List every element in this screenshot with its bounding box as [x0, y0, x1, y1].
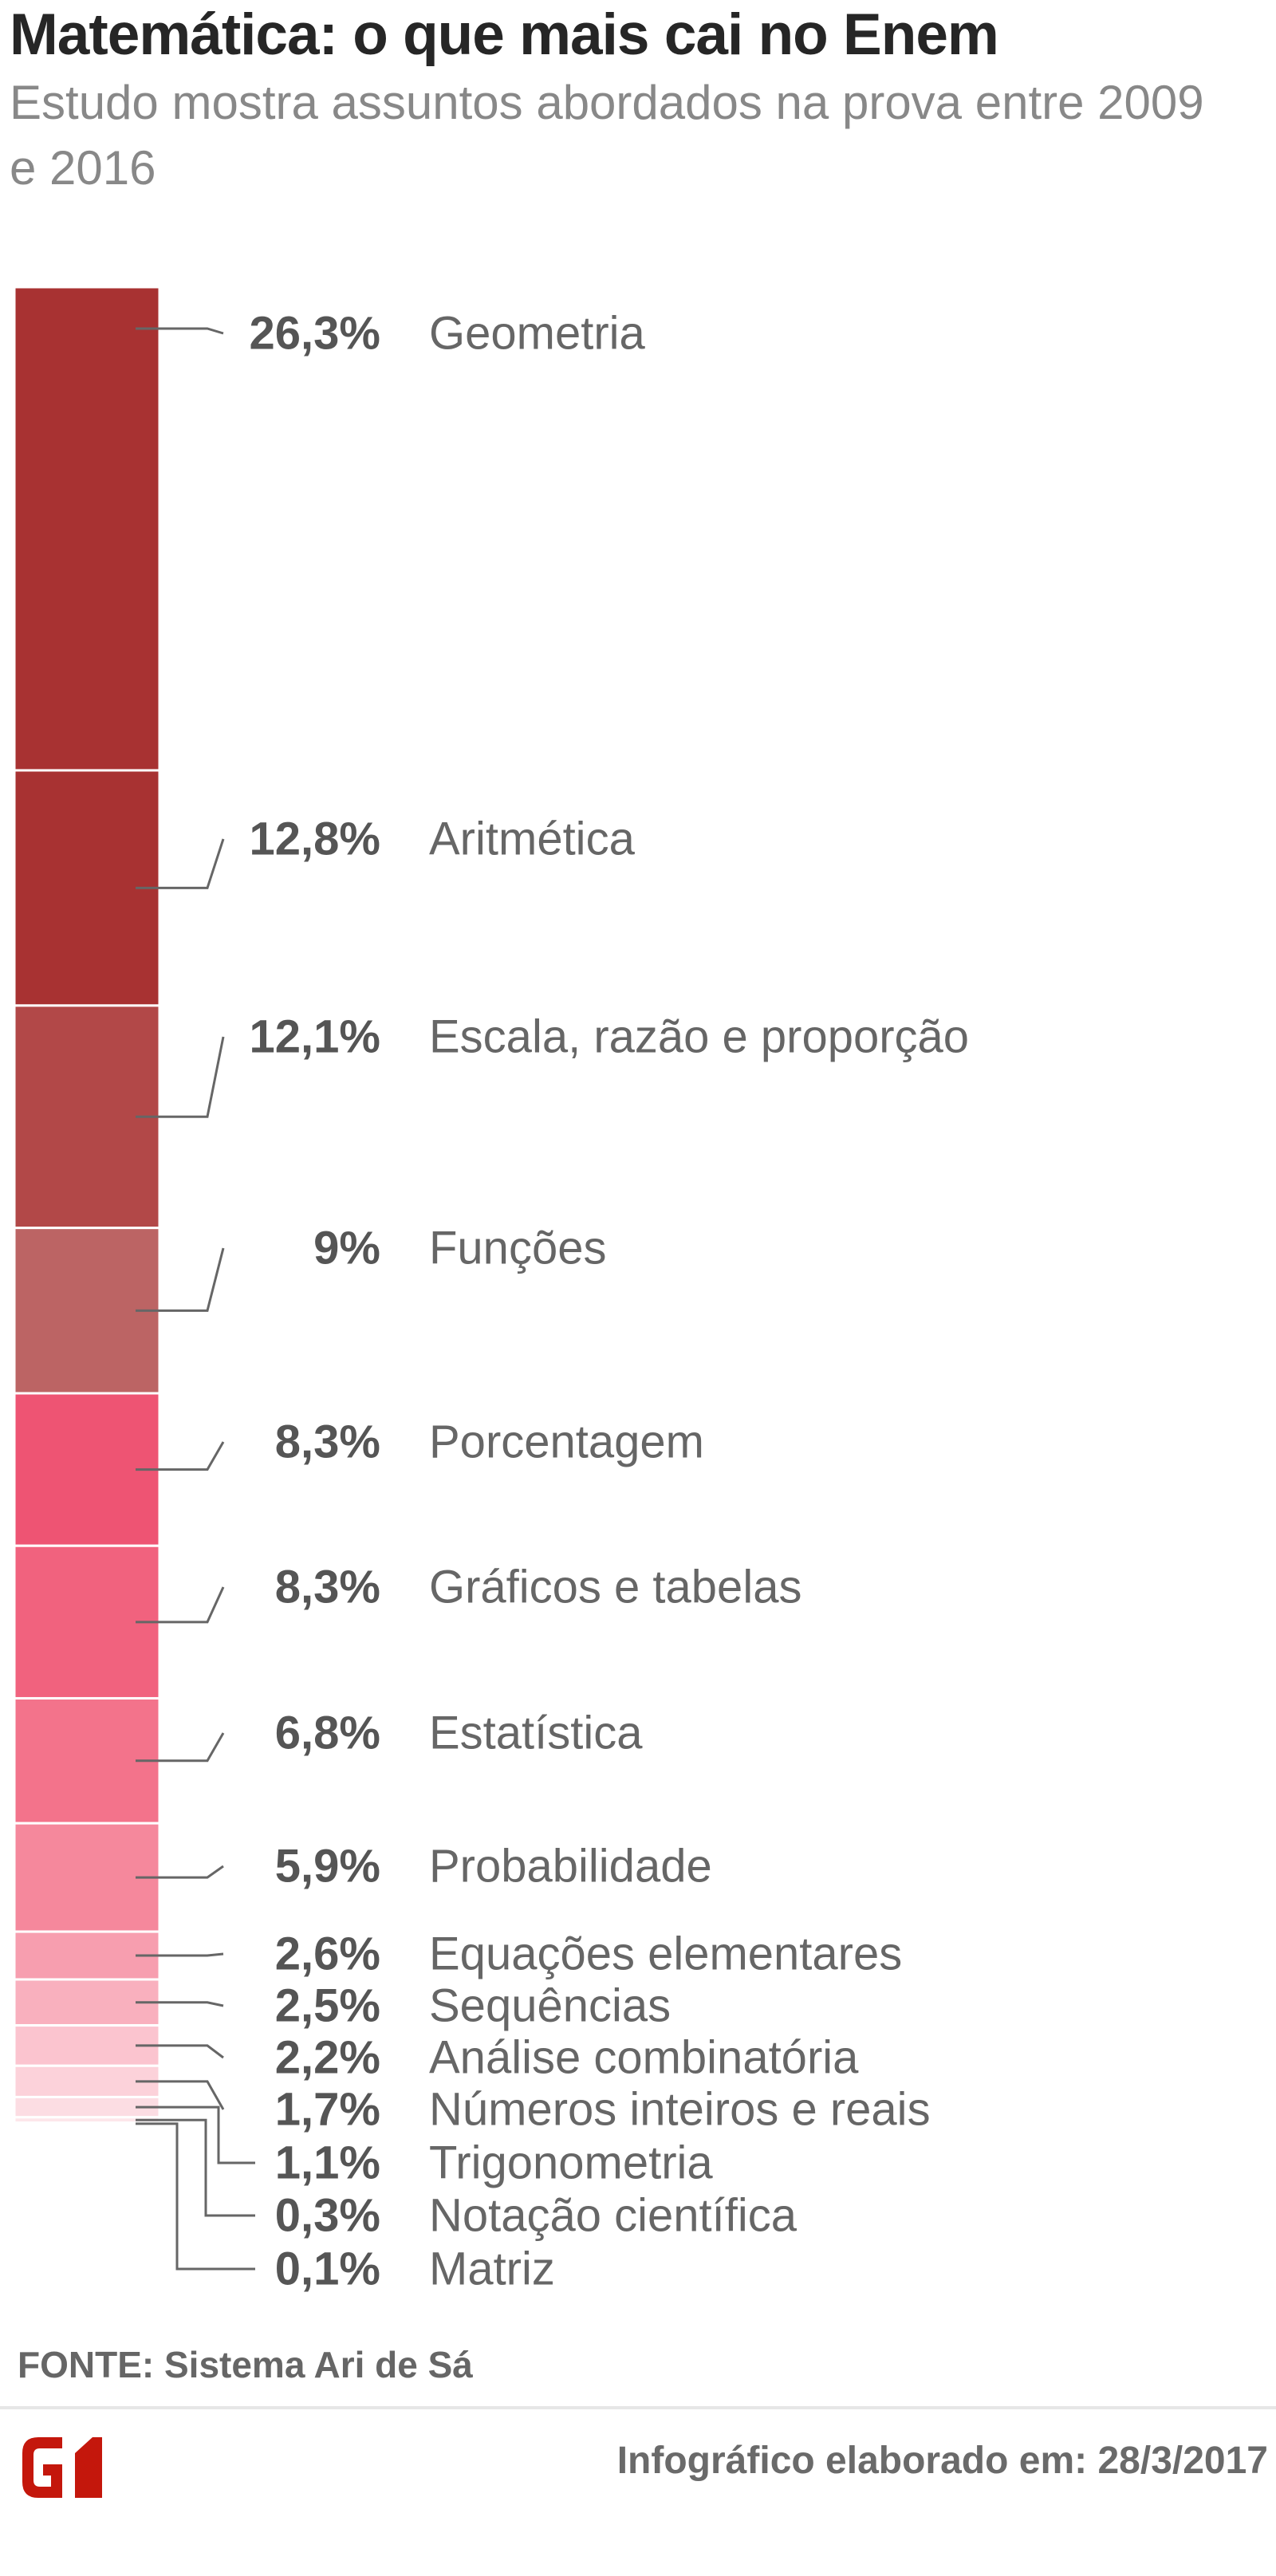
leader-line	[136, 1732, 225, 1763]
source-note: FONTE: Sistema Ari de Sá	[18, 2344, 473, 2385]
leader-line	[136, 838, 225, 889]
data-label: 2,6%	[275, 1928, 380, 1980]
data-label: 8,3%	[275, 1562, 380, 1613]
leader-line	[136, 2001, 224, 2007]
category-label: Análise combinatória	[429, 2032, 859, 2084]
category-label: Sequências	[429, 1980, 671, 2032]
category-label: Estatística	[429, 1707, 643, 1759]
category-label: Gráficos e tabelas	[429, 1562, 801, 1613]
footer-date-note: Infográfico elaborado em: 28/3/2017	[616, 2440, 1268, 2482]
data-label: 2,2%	[275, 2032, 380, 2084]
data-label: 2,5%	[275, 1980, 380, 2032]
leader-line	[136, 2118, 255, 2217]
bar-segment	[13, 1696, 161, 1825]
category-label: Geometria	[429, 308, 646, 360]
leader-line	[136, 1036, 225, 1118]
leader-line	[136, 1441, 225, 1471]
data-label: 12,8%	[250, 813, 380, 865]
leader-line	[136, 327, 224, 335]
category-label: Funções	[429, 1223, 606, 1274]
chart-subtitle: Estudo mostra assuntos abordados na prov…	[10, 76, 1204, 195]
data-label: 26,3%	[250, 308, 380, 360]
stacked-bar-chart: 26,3% Geometria 12,8% Aritmética 12,1% Escala…	[13, 286, 969, 2295]
category-label: Equações elementares	[429, 1928, 902, 1980]
category-label: Escala, razão e proporção	[429, 1011, 969, 1063]
data-label: 0,1%	[275, 2243, 380, 2295]
category-label: Porcentagem	[429, 1416, 704, 1468]
bar-segment	[13, 1978, 161, 2027]
data-label: 12,1%	[250, 1011, 380, 1063]
data-label: 0,3%	[275, 2190, 380, 2242]
leader-line	[136, 1865, 224, 1879]
leader-line	[136, 1952, 224, 1957]
leader-line	[136, 1247, 225, 1312]
category-label: Matriz	[429, 2243, 555, 2295]
leader-line	[136, 2080, 225, 2110]
category-label: Aritmética	[429, 813, 636, 865]
category-label: Notação científica	[429, 2190, 798, 2242]
leader-line	[136, 1586, 225, 1624]
category-label: Números inteiros e reais	[429, 2084, 931, 2136]
leader-line	[136, 2105, 255, 2164]
g1-logo-icon	[22, 2437, 102, 2498]
bar-segment	[13, 2064, 161, 2098]
bar-segment	[13, 286, 161, 772]
data-label: 8,3%	[275, 1416, 380, 1468]
category-label: Probabilidade	[429, 1841, 712, 1893]
data-label: 6,8%	[275, 1707, 380, 1759]
leader-line	[136, 2044, 224, 2059]
category-label: Trigonometria	[429, 2137, 713, 2189]
chart-title: Matemática: o que mais cai no Enem	[10, 2, 999, 67]
bar-segment	[13, 1822, 161, 1933]
data-label: 5,9%	[275, 1841, 380, 1893]
footer-divider	[0, 2406, 1276, 2409]
leader-line	[136, 2122, 255, 2271]
data-label: 9%	[313, 1223, 380, 1274]
data-label: 1,1%	[275, 2137, 380, 2189]
data-label: 1,7%	[275, 2084, 380, 2136]
